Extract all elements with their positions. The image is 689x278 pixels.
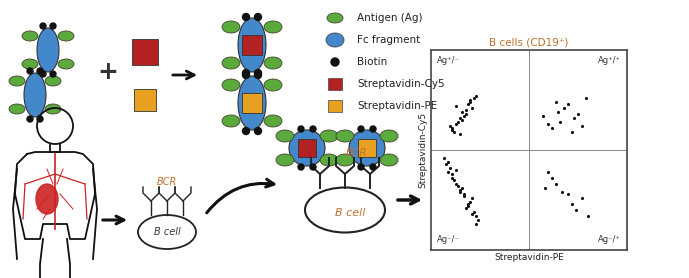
Ellipse shape [336, 154, 354, 166]
Ellipse shape [37, 28, 59, 72]
X-axis label: Streptavidin-PE: Streptavidin-PE [494, 253, 564, 262]
Circle shape [254, 14, 262, 21]
Ellipse shape [138, 215, 196, 249]
Ellipse shape [222, 57, 240, 69]
Ellipse shape [222, 115, 240, 127]
Ellipse shape [264, 79, 282, 91]
Title: B cells (CD19⁺): B cells (CD19⁺) [489, 38, 568, 48]
Text: Ag⁺/⁻: Ag⁺/⁻ [437, 56, 460, 65]
Text: Streptavidin-Cy5: Streptavidin-Cy5 [357, 79, 444, 89]
Ellipse shape [276, 154, 294, 166]
Bar [328, 78, 342, 90]
Circle shape [254, 128, 262, 135]
Text: Ag⁺/⁺: Ag⁺/⁺ [598, 56, 621, 65]
Text: +: + [98, 60, 119, 84]
Text: BCR: BCR [157, 177, 177, 187]
Bar [242, 35, 262, 55]
Ellipse shape [238, 18, 266, 72]
Ellipse shape [289, 130, 325, 166]
Circle shape [254, 70, 262, 76]
Bar [298, 139, 316, 157]
Text: Antigen (Ag): Antigen (Ag) [357, 13, 422, 23]
Ellipse shape [305, 187, 385, 232]
Circle shape [40, 23, 46, 29]
Ellipse shape [222, 79, 240, 91]
Circle shape [358, 164, 364, 170]
Ellipse shape [327, 13, 343, 23]
Circle shape [298, 164, 304, 170]
Circle shape [310, 164, 316, 170]
Circle shape [331, 58, 339, 66]
Ellipse shape [222, 21, 240, 33]
Text: Ag⁻/⁺: Ag⁻/⁺ [598, 235, 621, 244]
Ellipse shape [264, 115, 282, 127]
Y-axis label: Streptavidin-Cy5: Streptavidin-Cy5 [419, 112, 428, 188]
Circle shape [37, 116, 43, 122]
Ellipse shape [380, 154, 398, 166]
Ellipse shape [276, 130, 294, 142]
Circle shape [37, 68, 43, 74]
Text: Fc fragment: Fc fragment [357, 35, 420, 45]
Circle shape [243, 14, 249, 21]
Ellipse shape [24, 73, 46, 117]
Circle shape [370, 126, 376, 132]
Ellipse shape [320, 130, 338, 142]
Ellipse shape [320, 154, 338, 166]
Text: BCR: BCR [346, 148, 368, 158]
Circle shape [243, 71, 249, 78]
Bar [242, 93, 262, 113]
Bar [358, 139, 376, 157]
Text: B cell: B cell [335, 208, 365, 218]
Ellipse shape [58, 31, 74, 41]
Ellipse shape [264, 21, 282, 33]
Ellipse shape [58, 59, 74, 69]
Ellipse shape [22, 31, 38, 41]
Ellipse shape [22, 59, 38, 69]
Ellipse shape [326, 33, 344, 47]
Ellipse shape [349, 130, 385, 166]
Text: Biotin: Biotin [357, 57, 387, 67]
Circle shape [243, 70, 249, 76]
Circle shape [370, 164, 376, 170]
Text: Streptavidin-PE: Streptavidin-PE [357, 101, 438, 111]
Circle shape [243, 128, 249, 135]
Text: B cell: B cell [154, 227, 181, 237]
Ellipse shape [36, 184, 58, 214]
Circle shape [27, 116, 33, 122]
Ellipse shape [45, 104, 61, 114]
Bar [328, 100, 342, 112]
Circle shape [298, 126, 304, 132]
Ellipse shape [380, 130, 398, 142]
Circle shape [358, 126, 364, 132]
Ellipse shape [336, 130, 354, 142]
Ellipse shape [9, 104, 25, 114]
Ellipse shape [9, 76, 25, 86]
Bar [134, 89, 156, 111]
Ellipse shape [45, 76, 61, 86]
Ellipse shape [264, 57, 282, 69]
Circle shape [27, 68, 33, 74]
Circle shape [254, 71, 262, 78]
Ellipse shape [238, 76, 266, 130]
Text: Ag⁻/⁻: Ag⁻/⁻ [437, 235, 460, 244]
Circle shape [50, 71, 56, 77]
Circle shape [50, 23, 56, 29]
Circle shape [40, 71, 46, 77]
Bar [132, 39, 158, 65]
Circle shape [310, 126, 316, 132]
